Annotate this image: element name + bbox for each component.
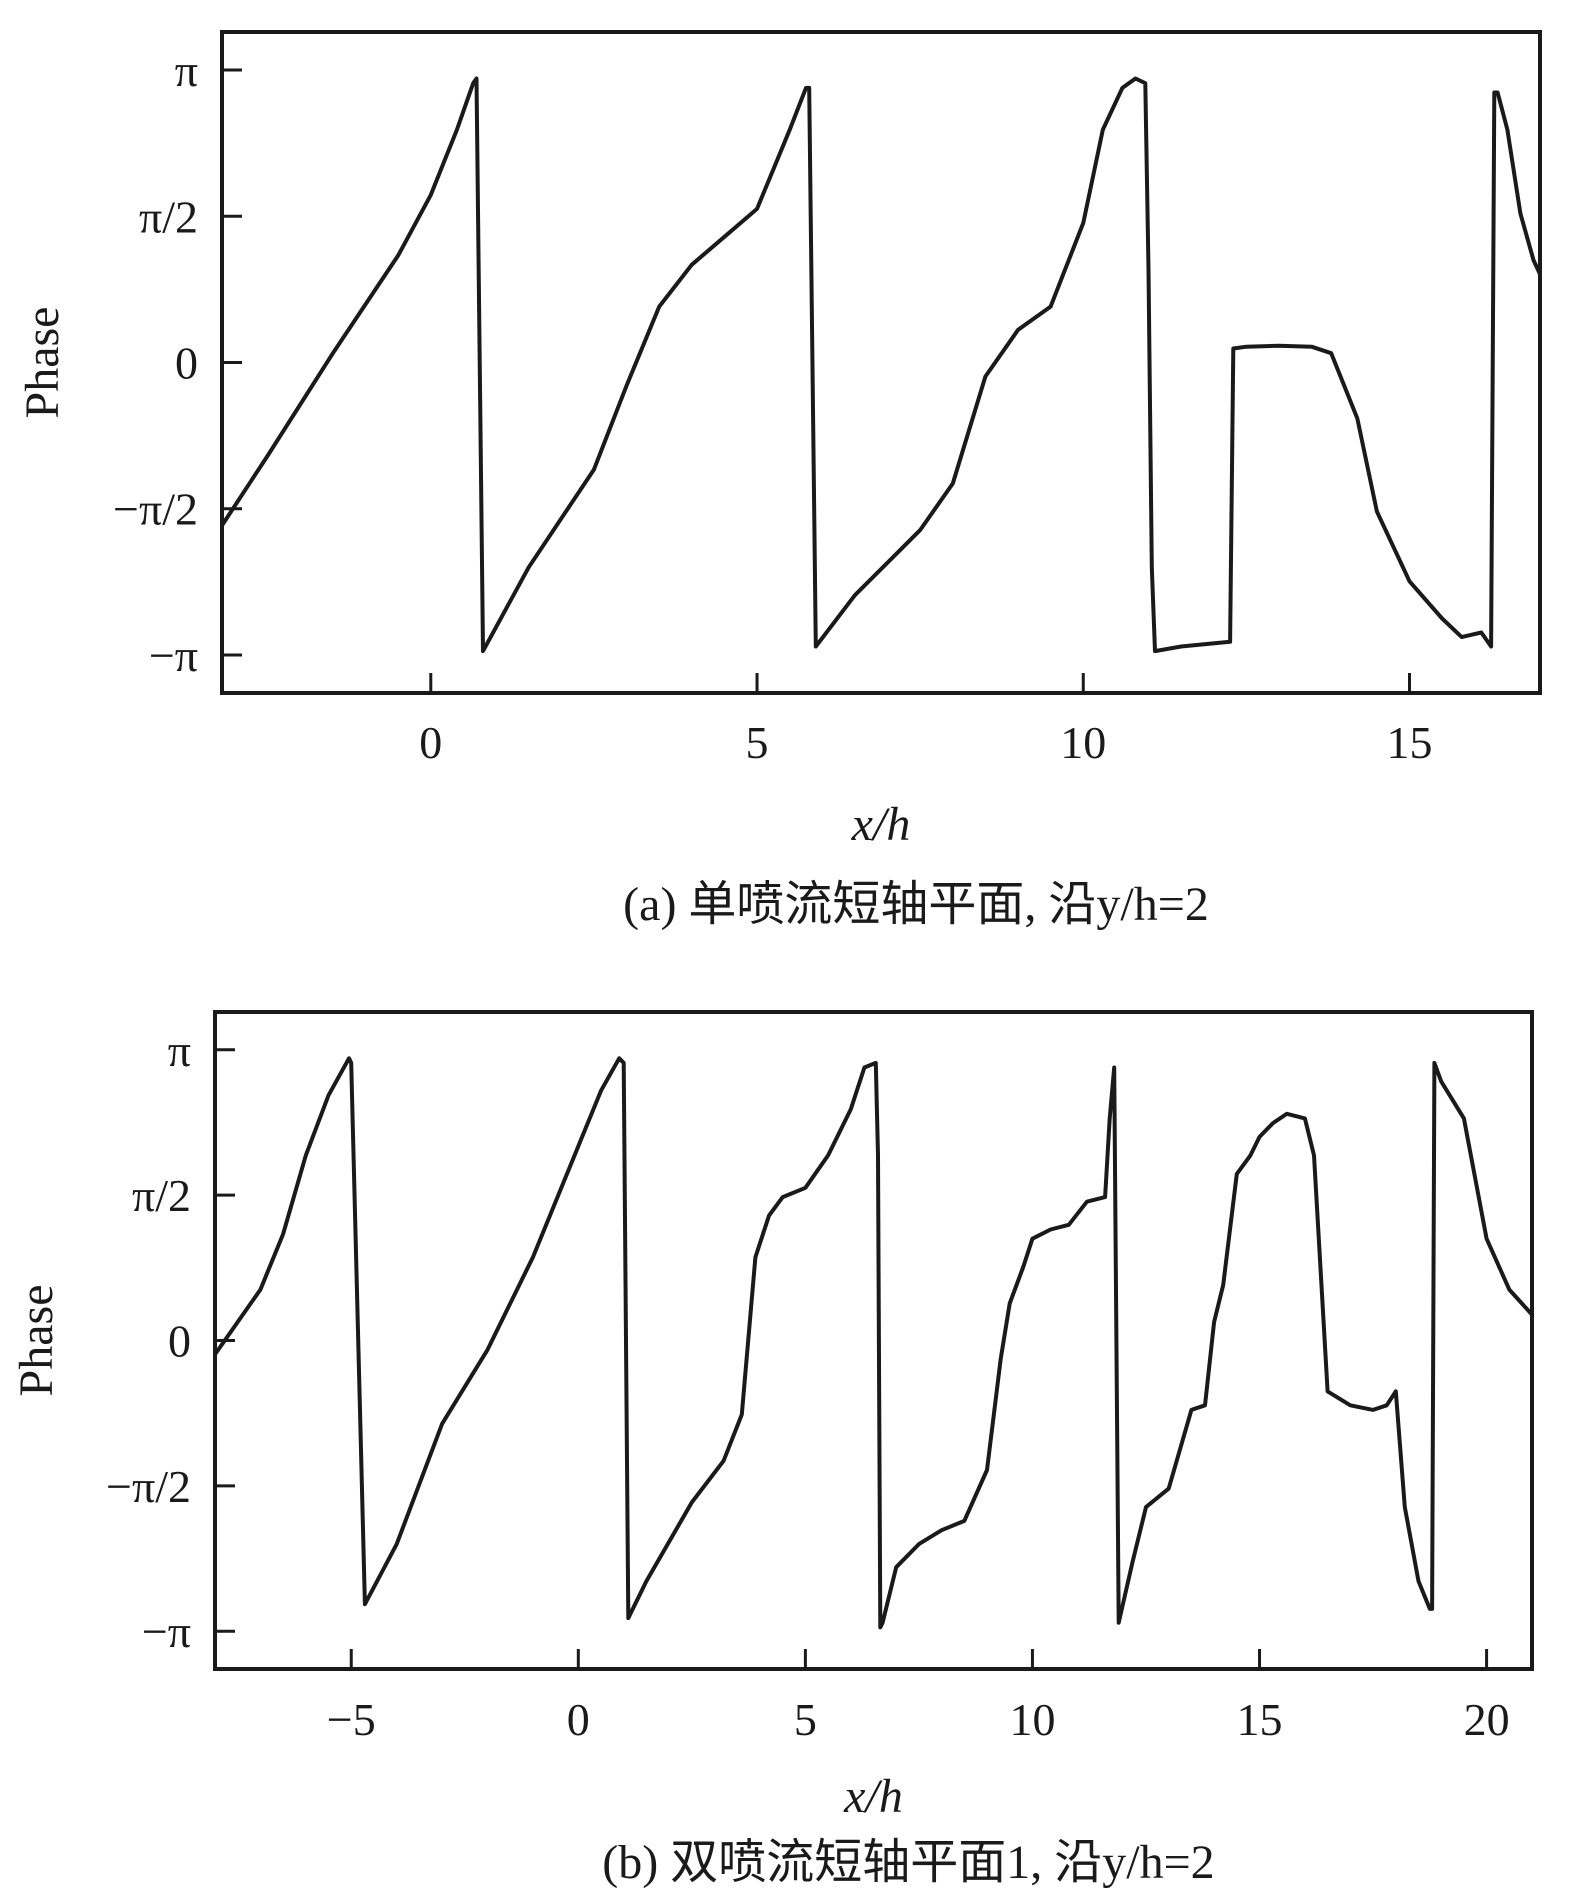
phase-series-line bbox=[213, 1056, 1534, 1630]
plot-frame bbox=[220, 30, 1542, 695]
y-tick-label: −π/2 bbox=[106, 1461, 191, 1512]
y-tick-label: π bbox=[168, 1025, 191, 1076]
y-tick-label: −π bbox=[142, 1606, 191, 1657]
y-tick-label: 0 bbox=[168, 1316, 191, 1367]
x-tick-label: 20 bbox=[1464, 1694, 1510, 1745]
x-tick-label: 15 bbox=[1237, 1694, 1283, 1745]
panel-caption: (b) 双喷流短轴平面1, 沿y/h=2 bbox=[602, 1836, 1214, 1889]
x-tick-label: 15 bbox=[1387, 717, 1433, 768]
x-tick-label: 10 bbox=[1009, 1694, 1055, 1745]
plot-frame bbox=[213, 1010, 1534, 1671]
x-tick-label: 0 bbox=[567, 1694, 590, 1745]
y-tick-label: 0 bbox=[175, 338, 198, 389]
x-tick-label: 10 bbox=[1060, 717, 1106, 768]
y-tick-label: −π bbox=[149, 630, 198, 681]
y-axis-label: Phase bbox=[10, 1285, 63, 1397]
y-axis-label: Phase bbox=[16, 307, 69, 419]
x-tick-label: −5 bbox=[327, 1694, 376, 1745]
chart-panel-a: 0 5 10 15 π π/2 0 −π/2 −π x/h Phase (a) 单喷流短轴平面, 沿y… bbox=[16, 30, 1542, 931]
y-tick-label: π/2 bbox=[132, 1170, 191, 1221]
x-tick-label: 5 bbox=[794, 1694, 817, 1745]
x-axis-label: x/h bbox=[851, 798, 911, 851]
panel-caption: (a) 单喷流短轴平面, 沿y/h=2 bbox=[623, 878, 1209, 931]
x-tick-label: 5 bbox=[746, 717, 769, 768]
phase-series-line bbox=[220, 76, 1542, 654]
x-tick-label: 0 bbox=[419, 717, 442, 768]
y-tick-label: π bbox=[175, 45, 198, 96]
y-tick-label: −π/2 bbox=[113, 484, 198, 535]
y-tick-label: π/2 bbox=[139, 191, 198, 242]
chart-panel-b: −5 0 5 10 15 20 π π/2 0 −π/2 −π x/h Phase (b) 双喷流短轴平面… bbox=[10, 1010, 1534, 1889]
x-axis-label: x/h bbox=[843, 1770, 903, 1823]
